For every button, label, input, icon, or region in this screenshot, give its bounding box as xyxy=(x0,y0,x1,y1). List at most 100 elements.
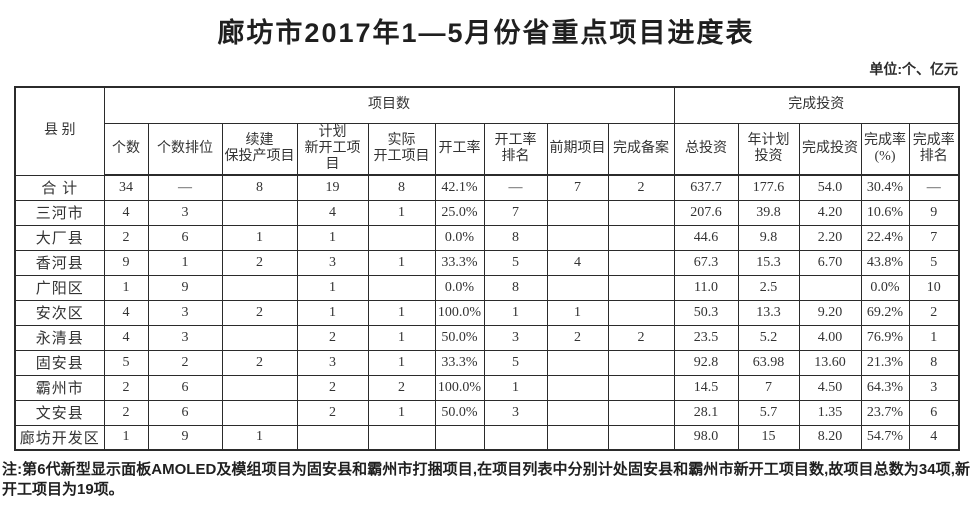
col-header-annual-plan-investment: 年计划 投资 xyxy=(737,122,800,176)
data-cell: 8 xyxy=(221,174,298,201)
data-cell: 2.20 xyxy=(798,224,862,251)
data-cell xyxy=(221,399,298,426)
table-row: 廊坊开发区 1 9 1 98.0 15 8.20 54.7% 4 xyxy=(14,424,960,451)
data-cell xyxy=(607,224,675,251)
data-cell: 4.20 xyxy=(798,199,862,226)
data-cell: 25.0% xyxy=(434,199,485,226)
table-row: 固安县 5 2 2 3 1 33.3% 5 92.8 63.98 13.60 21.3% 8 xyxy=(14,349,960,376)
data-cell: 14.5 xyxy=(673,374,739,401)
data-cell: 8.20 xyxy=(798,424,862,451)
data-cell: 2 xyxy=(296,374,369,401)
data-cell: 4 xyxy=(546,249,609,276)
col-header-actual-start-projects: 实际 开工项目 xyxy=(367,122,436,176)
data-cell: 22.4% xyxy=(860,224,910,251)
data-cell: 9.8 xyxy=(737,224,800,251)
data-cell: 15.3 xyxy=(737,249,800,276)
table-row: 文安县 2 6 2 1 50.0% 3 28.1 5.7 1.35 23.7% 6 xyxy=(14,399,960,426)
data-cell: 7 xyxy=(483,199,548,226)
col-header-completed-filing: 完成备案 xyxy=(607,122,675,176)
data-cell: 23.7% xyxy=(860,399,910,426)
data-cell: 9 xyxy=(147,424,223,451)
data-cell: 44.6 xyxy=(673,224,739,251)
data-cell: 4 xyxy=(103,199,149,226)
data-cell: 3 xyxy=(483,324,548,351)
table-row: 大厂县 2 6 1 1 0.0% 8 44.6 9.8 2.20 22.4% 7 xyxy=(14,224,960,251)
progress-table: 县 别 项目数 完成投资 个数 个数排位 续建 保投产项目 计划 新开工项目 实… xyxy=(14,86,961,451)
data-cell: 6 xyxy=(147,374,223,401)
county-cell: 香河县 xyxy=(14,249,105,276)
data-cell: 23.5 xyxy=(673,324,739,351)
county-column-header: 县 别 xyxy=(14,86,105,176)
data-cell: 2 xyxy=(147,349,223,376)
data-cell: 207.6 xyxy=(673,199,739,226)
county-cell: 三河市 xyxy=(14,199,105,226)
data-cell: — xyxy=(483,174,548,201)
data-cell: 1 xyxy=(147,249,223,276)
data-cell: 54.0 xyxy=(798,174,862,201)
data-cell: 6 xyxy=(147,399,223,426)
data-cell: 9.20 xyxy=(798,299,862,326)
sub-header-row: 个数 个数排位 续建 保投产项目 计划 新开工项目 实际 开工项目 开工率 开工… xyxy=(15,122,960,176)
data-cell xyxy=(367,274,436,301)
county-cell: 合 计 xyxy=(14,174,105,201)
data-cell: 2 xyxy=(221,249,298,276)
data-cell: 1.35 xyxy=(798,399,862,426)
group-header-completed-investment: 完成投资 xyxy=(673,86,960,124)
data-cell xyxy=(607,349,675,376)
data-cell: 1 xyxy=(221,424,298,451)
county-cell: 安次区 xyxy=(14,299,105,326)
data-cell xyxy=(434,424,485,451)
data-cell: 5.2 xyxy=(737,324,800,351)
data-cell xyxy=(367,424,436,451)
col-header-count: 个数 xyxy=(103,122,149,176)
data-cell: 54.7% xyxy=(860,424,910,451)
data-cell: — xyxy=(908,174,960,201)
col-header-total-investment: 总投资 xyxy=(673,122,739,176)
data-cell: 3 xyxy=(296,349,369,376)
data-cell xyxy=(221,274,298,301)
data-cell: 2 xyxy=(221,299,298,326)
data-cell: 3 xyxy=(296,249,369,276)
table-row: 香河县 9 1 2 3 1 33.3% 5 4 67.3 15.3 6.70 43.8% 5 xyxy=(14,249,960,276)
data-cell: 10 xyxy=(908,274,960,301)
col-header-completion-rate-rank: 完成率 排名 xyxy=(908,122,960,176)
data-cell: 4.00 xyxy=(798,324,862,351)
data-cell: 1 xyxy=(908,324,960,351)
data-cell: 1 xyxy=(103,274,149,301)
data-cell: 4.50 xyxy=(798,374,862,401)
data-cell: 6.70 xyxy=(798,249,862,276)
data-cell: 1 xyxy=(367,299,436,326)
data-cell: 92.8 xyxy=(673,349,739,376)
data-cell: 6 xyxy=(147,224,223,251)
footnote: 注:第6代新型显示面板AMOLED及模组项目为固安县和霸州市打捆项目,在项目列表… xyxy=(2,461,970,498)
data-cell xyxy=(798,274,862,301)
data-cell: 76.9% xyxy=(860,324,910,351)
data-cell: 2 xyxy=(546,324,609,351)
data-cell: 33.3% xyxy=(434,349,485,376)
data-cell: 6 xyxy=(908,399,960,426)
data-cell xyxy=(546,399,609,426)
data-cell: 2 xyxy=(296,324,369,351)
table-row: 广阳区 1 9 1 0.0% 8 11.0 2.5 0.0% 10 xyxy=(14,274,960,301)
data-cell: 3 xyxy=(147,324,223,351)
data-cell xyxy=(607,399,675,426)
data-cell xyxy=(546,199,609,226)
data-cell: 33.3% xyxy=(434,249,485,276)
data-cell: — xyxy=(147,174,223,201)
data-cell: 9 xyxy=(147,274,223,301)
data-cell: 2 xyxy=(221,349,298,376)
data-cell: 100.0% xyxy=(434,299,485,326)
data-cell xyxy=(607,374,675,401)
col-header-completion-rate: 完成率 (%) xyxy=(860,122,910,176)
data-cell: 2 xyxy=(908,299,960,326)
data-cell: 28.1 xyxy=(673,399,739,426)
data-cell: 2 xyxy=(103,374,149,401)
data-cell: 2 xyxy=(103,399,149,426)
data-cell: 1 xyxy=(296,274,369,301)
data-cell: 69.2% xyxy=(860,299,910,326)
data-cell: 5 xyxy=(908,249,960,276)
table-row: 合 计 34—8 19 8 42.1% —7 2 637.7 177.6 54.0 30.4% — xyxy=(14,174,960,201)
data-cell xyxy=(221,324,298,351)
data-cell: 21.3% xyxy=(860,349,910,376)
data-cell: 1 xyxy=(367,199,436,226)
